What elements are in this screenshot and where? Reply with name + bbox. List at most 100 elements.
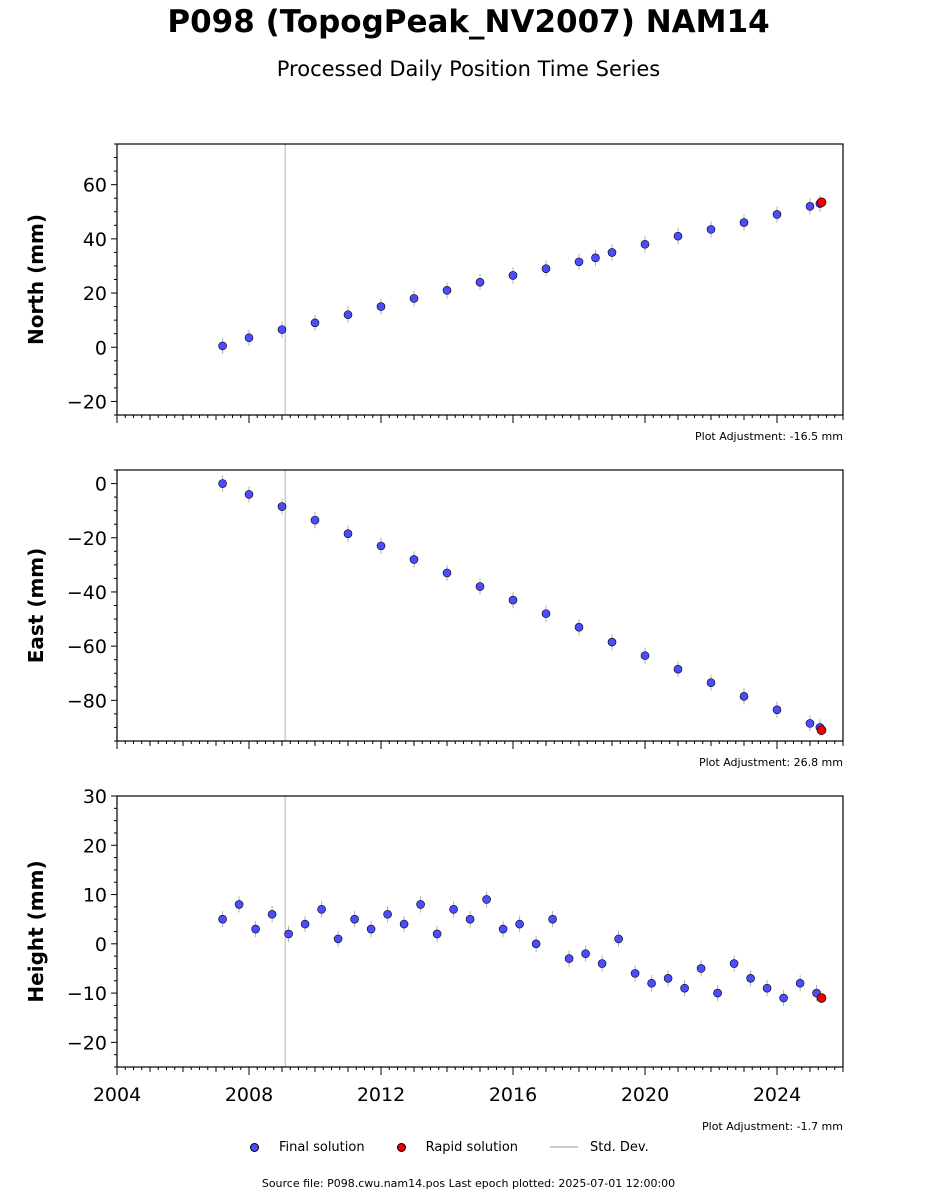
- final-solution-point: [310, 515, 320, 525]
- plot-adjustment-label: Plot Adjustment: -16.5 mm: [695, 430, 843, 443]
- final-solution-point: [795, 978, 805, 988]
- rapid-marker-icon: [396, 1142, 406, 1152]
- final-solution-point: [607, 637, 617, 647]
- final-solution-point: [564, 954, 574, 963]
- final-solution-point: [805, 719, 815, 728]
- x-tick-label: 2004: [93, 1084, 141, 1106]
- final-solution-point: [696, 964, 706, 973]
- final-solution-point: [244, 333, 254, 343]
- final-solution-point: [498, 924, 508, 934]
- final-solution-point: [333, 934, 343, 944]
- final-solution-point: [574, 257, 584, 267]
- panel-frame-east: [116, 469, 844, 742]
- x-tick-label: 2020: [621, 1084, 669, 1106]
- final-solution-point: [614, 934, 623, 944]
- final-marker-icon: [250, 1142, 259, 1152]
- panel-plot-group-east: [218, 470, 827, 741]
- rapid-solution-point: [816, 197, 827, 208]
- final-solution-point: [515, 919, 524, 929]
- final-solution-point: [218, 479, 227, 488]
- final-solution-point: [482, 895, 491, 904]
- final-solution-point: [713, 988, 722, 998]
- x-tick-label: 2012: [357, 1084, 405, 1106]
- final-solution-point: [541, 264, 551, 273]
- final-solution-point: [746, 974, 755, 983]
- final-solution-point: [399, 919, 409, 929]
- final-solution-point: [706, 678, 716, 688]
- legend-final: Final solution: [250, 1140, 365, 1155]
- legend: Final solution Rapid solution Std. Dev.: [250, 1137, 681, 1157]
- y-tick-label: −20: [67, 391, 107, 413]
- final-solution-point: [409, 294, 419, 303]
- final-solution-point: [277, 502, 287, 511]
- y-tick-label: 40: [83, 229, 107, 251]
- final-solution-point: [251, 924, 260, 934]
- final-solution-point: [541, 609, 551, 618]
- final-solution-point: [673, 664, 683, 674]
- plot-adjustment-label: Plot Adjustment: -1.7 mm: [702, 1120, 843, 1133]
- y-tick-label: −10: [67, 983, 107, 1005]
- y-tick-label: 0: [95, 337, 107, 359]
- final-solution-point: [317, 905, 326, 914]
- rapid-solution-point: [816, 725, 827, 735]
- y-tick-label: 60: [83, 175, 107, 197]
- final-solution-point: [591, 253, 600, 263]
- final-solution-point: [772, 210, 782, 219]
- final-solution-point: [300, 919, 310, 929]
- final-solution-point: [531, 939, 541, 949]
- panel-plot-group-north: [218, 144, 827, 415]
- y-axis-label: Height (mm): [24, 860, 48, 1002]
- legend-rapid-label: Rapid solution: [425, 1139, 519, 1155]
- chart-title: P098 (TopogPeak_NV2007) NAM14: [167, 4, 770, 40]
- final-solution-point: [383, 909, 392, 919]
- final-solution-point: [218, 341, 227, 351]
- y-tick-label: 30: [83, 786, 107, 808]
- y-axis-label: North (mm): [24, 214, 48, 345]
- y-axis-label: East (mm): [24, 548, 48, 664]
- final-solution-point: [548, 914, 557, 924]
- final-solution-point: [376, 541, 386, 551]
- y-tick-label: 0: [95, 474, 107, 496]
- y-tick-label: −80: [67, 690, 107, 712]
- source-footer: Source file: P098.cwu.nam14.pos Last epo…: [261, 1177, 676, 1190]
- rapid-solution-point: [816, 993, 827, 1003]
- final-solution-point: [350, 914, 359, 924]
- final-solution-point: [366, 924, 376, 934]
- final-solution-point: [442, 568, 452, 578]
- y-tick-label: −60: [67, 636, 107, 658]
- final-solution-point: [277, 325, 287, 334]
- legend-final-label: Final solution: [279, 1139, 365, 1155]
- final-solution-point: [607, 248, 617, 257]
- y-tick-label: 20: [83, 835, 107, 857]
- final-solution-point: [630, 969, 640, 978]
- final-solution-point: [432, 929, 442, 939]
- panel-frame-height: [116, 795, 844, 1068]
- final-solution-point: [647, 978, 656, 988]
- y-tick-label: 20: [83, 283, 107, 305]
- final-solution-point: [416, 900, 425, 909]
- final-solution-point: [244, 490, 254, 499]
- final-solution-point: [449, 905, 458, 914]
- x-tick-label: 2024: [753, 1084, 801, 1106]
- final-solution-point: [739, 218, 749, 227]
- final-solution-point: [442, 286, 452, 295]
- final-solution-point: [267, 909, 277, 919]
- plot-adjustment-label: Plot Adjustment: 26.8 mm: [699, 756, 843, 769]
- final-solution-point: [706, 225, 716, 234]
- final-solution-point: [475, 277, 485, 287]
- final-solution-point: [673, 231, 683, 241]
- final-solution-point: [218, 914, 227, 924]
- x-tick-label: 2016: [489, 1084, 537, 1106]
- panel-plot-group-height: [218, 796, 827, 1067]
- final-solution-point: [597, 959, 607, 968]
- legend-std-label: Std. Dev.: [590, 1139, 649, 1155]
- final-solution-point: [762, 983, 772, 993]
- final-solution-point: [680, 983, 689, 993]
- final-solution-point: [310, 318, 320, 328]
- final-solution-point: [343, 529, 353, 538]
- final-solution-point: [640, 651, 650, 660]
- final-solution-point: [465, 914, 475, 924]
- y-tick-label: 0: [95, 934, 107, 956]
- final-solution-point: [772, 705, 782, 715]
